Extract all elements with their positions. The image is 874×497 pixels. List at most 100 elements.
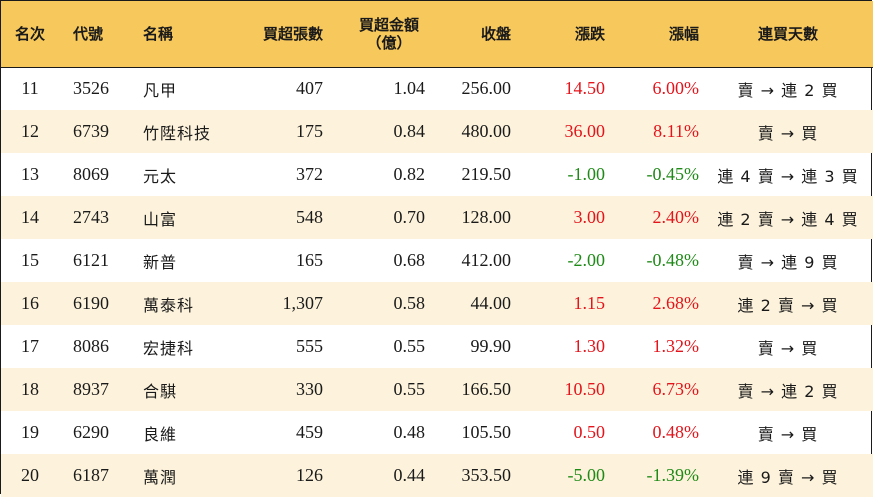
header-name: 名稱	[133, 1, 233, 68]
header-streak: 連買天數	[703, 1, 873, 68]
cell-close: 44.00	[470, 293, 512, 313]
cell-close: 166.50	[461, 379, 512, 399]
cell-change: 1.15	[573, 293, 606, 313]
cell-net-buy-amount: 1.04	[393, 78, 426, 99]
table-row: 13 8069 元太 372 0.82 219.50 -1.00 -0.45% 連 4 賣 → …	[1, 153, 873, 196]
table-row: 15 6121 新普 165 0.68 412.00 -2.00 -0.48% 賣 → 連 9 …	[1, 239, 873, 282]
cell-net-buy-lots: 459	[296, 422, 323, 442]
cell-close: 99.90	[470, 336, 512, 356]
cell-net-buy-amount: 0.55	[393, 379, 426, 399]
header-change: 漲跌	[523, 1, 613, 68]
cell-rank: 13	[21, 164, 39, 184]
cell-net-buy-amount: 0.55	[393, 336, 426, 356]
cell-code: 8086	[73, 336, 109, 356]
header-change-pct: 漲幅	[613, 1, 703, 68]
cell-change: 14.50	[564, 78, 606, 99]
cell-net-buy-lots: 407	[296, 78, 323, 99]
cell-streak: 賣 → 連 2 買	[737, 80, 839, 100]
cell-code: 6121	[73, 250, 109, 270]
cell-rank: 18	[21, 379, 39, 399]
cell-change-pct: 0.48%	[652, 422, 700, 442]
table-header: 名次 代號 名稱 買超張數 買超金額 （億） 收盤 漲跌 漲幅 連買天數	[1, 1, 873, 68]
cell-name: 凡甲	[143, 80, 178, 100]
cell-streak: 賣 → 連 9 買	[737, 252, 839, 272]
cell-close: 105.50	[461, 422, 512, 442]
header-row: 名次 代號 名稱 買超張數 買超金額 （億） 收盤 漲跌 漲幅 連買天數	[1, 1, 873, 68]
cell-net-buy-amount: 0.68	[393, 250, 426, 270]
cell-net-buy-lots: 165	[296, 250, 323, 270]
header-close: 收盤	[433, 1, 523, 68]
cell-change-pct: 8.11%	[653, 121, 699, 141]
cell-code: 8937	[73, 379, 109, 399]
header-net-buy-lots: 買超張數	[233, 1, 333, 68]
table-row: 19 6290 良維 459 0.48 105.50 0.50 0.48% 賣 → 買	[1, 411, 873, 454]
cell-change: 1.30	[573, 336, 606, 356]
cell-net-buy-amount: 0.58	[393, 293, 426, 313]
table-row: 20 6187 萬潤 126 0.44 353.50 -5.00 -1.39% 連 9 賣 → …	[1, 454, 873, 497]
cell-change-pct: -0.45%	[646, 164, 700, 184]
cell-rank: 17	[21, 336, 39, 356]
cell-net-buy-lots: 175	[296, 121, 323, 141]
cell-change-pct: 6.73%	[652, 379, 700, 399]
cell-close: 128.00	[461, 207, 512, 227]
cell-name: 宏捷科	[143, 338, 195, 358]
cell-rank: 19	[21, 422, 39, 442]
cell-name: 萬潤	[143, 467, 178, 487]
cell-code: 6190	[73, 293, 109, 313]
table-row: 14 2743 山富 548 0.70 128.00 3.00 2.40% 連 2 賣 → 連 …	[1, 196, 873, 239]
cell-code: 3526	[73, 78, 109, 99]
table-row: 11 3526 凡甲 407 1.04 256.00 14.50 6.00% 賣 → 連 2 買	[1, 67, 873, 110]
cell-name: 新普	[143, 252, 178, 272]
cell-net-buy-amount: 0.84	[393, 121, 426, 141]
cell-net-buy-amount: 0.70	[393, 207, 426, 227]
cell-change-pct: 2.68%	[652, 293, 700, 313]
cell-close: 353.50	[461, 465, 512, 485]
cell-code: 8069	[73, 164, 109, 184]
cell-change: 10.50	[564, 379, 606, 399]
cell-streak: 連 9 賣 → 買	[737, 467, 839, 487]
table-row: 17 8086 宏捷科 555 0.55 99.90 1.30 1.32% 賣 → 買	[1, 325, 873, 368]
cell-net-buy-amount: 0.82	[393, 164, 426, 184]
cell-change: 3.00	[573, 207, 606, 227]
cell-rank: 16	[21, 293, 39, 313]
cell-streak: 賣 → 買	[757, 123, 819, 143]
cell-close: 219.50	[461, 164, 512, 184]
cell-close: 412.00	[461, 250, 512, 270]
header-rank: 名次	[1, 1, 59, 68]
table-body: 11 3526 凡甲 407 1.04 256.00 14.50 6.00% 賣 → 連 2 買…	[1, 67, 873, 497]
cell-change: -2.00	[567, 250, 606, 270]
cell-net-buy-lots: 372	[296, 164, 323, 184]
cell-change: 0.50	[573, 422, 606, 442]
cell-change-pct: 2.40%	[652, 207, 700, 227]
cell-streak: 連 2 賣 → 連 4 買	[717, 209, 859, 229]
cell-name: 元太	[143, 166, 178, 186]
cell-code: 2743	[73, 207, 109, 227]
cell-code: 6290	[73, 422, 109, 442]
cell-net-buy-lots: 1,307	[282, 293, 324, 313]
cell-close: 480.00	[461, 121, 512, 141]
cell-streak: 連 2 賣 → 買	[737, 295, 839, 315]
cell-change: -1.00	[567, 164, 606, 184]
cell-change: 36.00	[564, 121, 606, 141]
cell-change: -5.00	[567, 465, 606, 485]
header-code: 代號	[59, 1, 133, 68]
cell-net-buy-amount: 0.48	[393, 422, 426, 442]
cell-net-buy-lots: 555	[296, 336, 323, 356]
header-net-buy-amount-line2: （億）	[366, 33, 412, 52]
table-row: 18 8937 合騏 330 0.55 166.50 10.50 6.73% 賣 → 連 2 買	[1, 368, 873, 411]
cell-rank: 15	[21, 250, 39, 270]
table-row: 12 6739 竹陞科技 175 0.84 480.00 36.00 8.11% 賣 → 買	[1, 110, 873, 153]
cell-net-buy-lots: 548	[296, 207, 323, 227]
cell-name: 萬泰科	[143, 295, 195, 315]
cell-code: 6739	[73, 121, 109, 141]
cell-change-pct: 1.32%	[652, 336, 700, 356]
cell-streak: 賣 → 連 2 買	[737, 381, 839, 401]
cell-rank: 12	[21, 121, 39, 141]
cell-change-pct: -0.48%	[646, 250, 700, 270]
cell-net-buy-amount: 0.44	[393, 465, 426, 485]
cell-name: 竹陞科技	[143, 123, 212, 143]
cell-net-buy-lots: 330	[296, 379, 323, 399]
cell-rank: 20	[21, 465, 39, 485]
